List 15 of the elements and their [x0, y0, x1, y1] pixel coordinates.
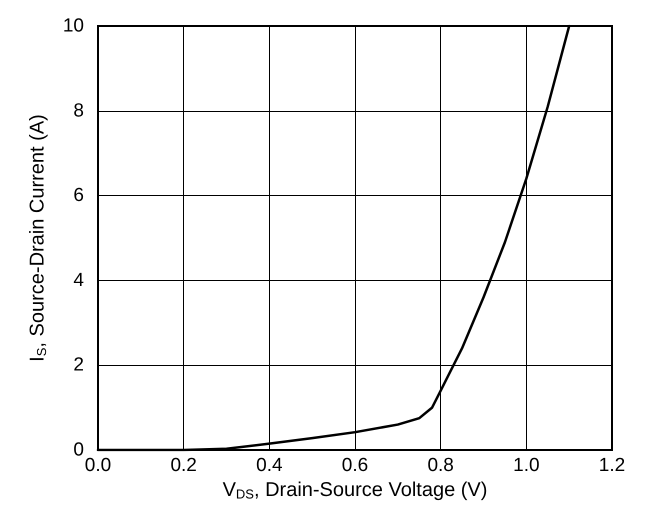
y-tick-label: 10	[62, 16, 84, 36]
y-tick-label: 2	[73, 354, 84, 376]
x-tick-label: 0.0	[84, 455, 112, 476]
x-tick-label: 0.8	[427, 455, 454, 476]
y-tick-label: 8	[73, 100, 84, 122]
x-axis-title: VDS, Drain-Source Voltage (V)	[222, 478, 488, 502]
y-tick-label: 6	[73, 185, 84, 206]
y-tick-label: 0	[73, 440, 84, 460]
x-tick-label: 0.2	[170, 455, 197, 476]
x-tick-label: 0.6	[342, 455, 368, 476]
y-tick-label: 4	[73, 270, 84, 291]
x-tick-label: 0.4	[256, 455, 283, 476]
x-tick-label: 1.0	[513, 455, 540, 476]
y-axis-title: IS, Source-Drain Current (A)	[26, 114, 49, 362]
x-tick-label: 1.2	[598, 455, 626, 476]
